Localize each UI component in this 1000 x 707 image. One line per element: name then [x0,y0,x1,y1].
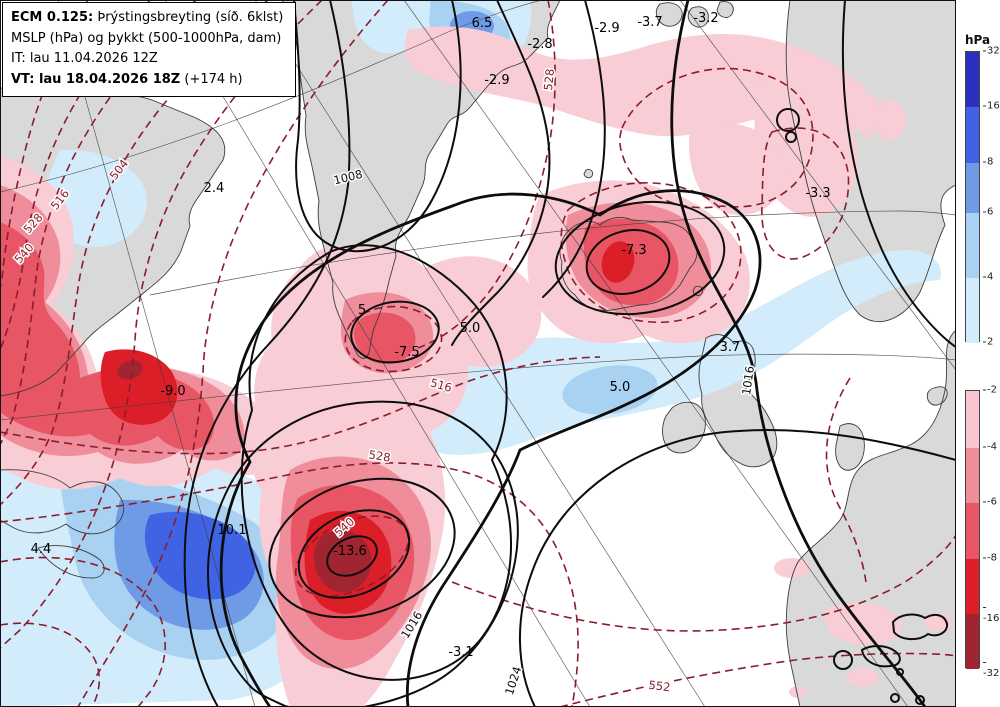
colorbar-tick-label: 16 [983,101,1000,112]
colorbar-tick-label: 2 [983,337,993,348]
colorbar-segment [966,163,979,213]
thickness-contour-layer [0,0,957,707]
pressure-change-value-label: -9.0 [160,384,185,399]
colorbar-segment [966,448,979,503]
pressure-change-value-label: -2.9 [594,21,619,36]
colorbar-tick-label: 6 [983,207,993,218]
pressure-change-value-label: 4.4 [31,542,52,557]
pressure-change-value-label: -7.3 [621,243,646,258]
colorbar-segment [966,559,979,614]
legend-line-3: IT: lau 11.04.2026 12Z [11,51,158,67]
colorbar-negative [965,390,980,669]
pressure-change-value-label: 5.0 [460,321,481,336]
colorbar-tick-label: -6 [983,497,997,508]
legend-line-1: ECM 0.125: Þrýstingsbreyting (síð. 6klst… [11,10,284,25]
legend-line-4: VT: lau 18.04.2026 18Z (+174 h) [11,71,243,87]
pressure-change-value-label: 2.4 [204,181,225,196]
thickness-value-label: 552 [648,678,671,695]
pressure-change-value-label: -13.6 [333,544,367,559]
colorbar-tick-label: -8 [983,553,997,564]
pressure-change-value-label: -2.8 [527,37,552,52]
pressure-change-value-label: -3.2 [693,11,718,26]
pressure-change-value-label: -7.5 [394,345,419,360]
pressure-change-value-label: 6.5 [472,16,493,31]
colorbar-positive [965,51,980,343]
pressure-change-value-label: 5 [358,303,366,318]
colorbar-segment [966,503,979,559]
valid-time: VT: lau 18.04.2026 18Z [11,71,181,87]
pressure-change-value-label: -3.7 [637,15,662,30]
pressure-change-value-label: -2.9 [484,73,509,88]
pressure-change-value-label: -3.1 [448,645,473,660]
colorbar-tick-label: -2 [983,385,997,396]
colorbar-tick-label: 32 [983,46,1000,57]
colorbar-tick-label: 8 [983,157,993,168]
pressure-change-value-label: 10.1 [218,523,247,538]
weather-map: 6.5 -2.8 -2.9 -3.7 -3.2 -2.9 2.4 -3.3 -7.3 5 5.0 3.… [0,0,957,707]
thickness-value-label: 528 [541,68,557,91]
colorbar-tick-label: -16 [983,602,1000,624]
pressure-change-value-label: 5.0 [610,380,631,395]
colorbar-tick-label: -32 [983,657,1000,679]
colorbar-segment [966,213,979,278]
colorbar-segment [966,107,979,163]
anomaly-shading-layer [0,0,952,707]
colorbar-tick-label: -4 [983,442,997,453]
title-legend-box: ECM 0.125: Þrýstingsbreyting (síð. 6klst… [2,2,296,98]
isobar-value-label: 1008 [332,167,364,188]
legend-line-2: MSLP (hPa) og þykkt (500-1000hPa, dam) [11,30,282,46]
pressure-change-value-label: -3.3 [805,186,830,201]
colorbar-segment [966,391,979,448]
colorbar: hPa 32 16 8 6 4 2 -2 -4 -6 -8 -16 -32 [956,0,1000,707]
isobar-value-label: 1016 [739,365,757,396]
colorbar-segment [966,614,979,669]
thickness-value-label: 528 [368,447,392,464]
colorbar-segment [966,278,979,343]
colorbar-segment [966,52,979,107]
isobar-layer [183,0,957,707]
graticule-layer [0,0,957,707]
colorbar-tick-label: 4 [983,272,993,283]
model-name: ECM 0.125: [11,10,94,25]
colorbar-unit-label: hPa [965,33,991,47]
value-labels-layer: 6.5 -2.8 -2.9 -3.7 -3.2 -2.9 2.4 -3.3 -7.3 5 5.0 3.… [31,11,831,660]
pressure-change-value-label: 3.7 [720,340,741,355]
